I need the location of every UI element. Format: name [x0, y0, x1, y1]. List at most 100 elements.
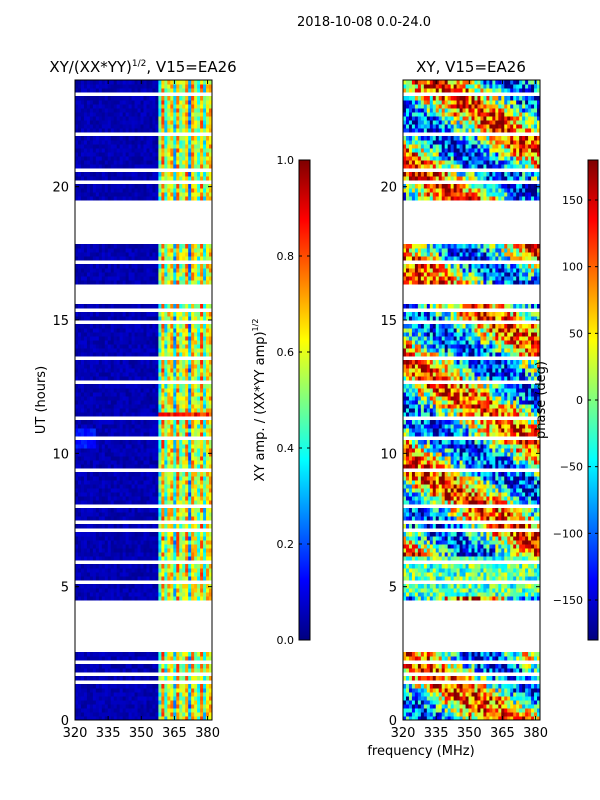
- left-heatmap-cell: [188, 588, 192, 593]
- left-heatmap-cell: [161, 484, 165, 489]
- left-heatmap-cell: [77, 668, 82, 673]
- left-heatmap-cell: [143, 588, 147, 593]
- left-heatmap-cell: [119, 508, 124, 513]
- left-heatmap-cell: [140, 160, 144, 165]
- left-heatmap-cell: [75, 440, 79, 445]
- left-heatmap-cell: [113, 476, 118, 481]
- left-heatmap-cell: [89, 540, 94, 545]
- left-heatmap-cell: [158, 552, 162, 557]
- left-heatmap-cell: [137, 472, 142, 477]
- left-heatmap-cell: [95, 388, 100, 393]
- left-heatmap-cell: [86, 564, 91, 569]
- left-heatmap-cell: [170, 704, 174, 709]
- left-heatmap-cell: [164, 420, 168, 425]
- left-heatmap-cell: [197, 584, 201, 589]
- left-heatmap-cell: [110, 248, 115, 253]
- left-heatmap-cell: [203, 484, 207, 489]
- left-heatmap-cell: [110, 712, 115, 717]
- left-heatmap-cell: [182, 704, 186, 709]
- left-heatmap-cell: [155, 392, 159, 397]
- left-heatmap-cell: [80, 164, 85, 169]
- left-heatmap-cell: [92, 140, 97, 145]
- left-heatmap-cell: [146, 552, 150, 557]
- left-heatmap-cell: [203, 440, 207, 445]
- left-heatmap-cell: [152, 276, 156, 281]
- left-heatmap-cell: [200, 460, 204, 465]
- left-heatmap-cell: [83, 420, 88, 425]
- left-heatmap-cell: [179, 492, 183, 497]
- left-heatmap-cell: [75, 404, 79, 409]
- left-heatmap-cell: [119, 448, 124, 453]
- left-heatmap-cell: [206, 444, 210, 449]
- left-heatmap-cell: [194, 140, 198, 145]
- left-heatmap-cell: [134, 124, 139, 129]
- left-heatmap-cell: [161, 144, 165, 149]
- left-heatmap-cell: [143, 96, 147, 101]
- left-heatmap-cell: [149, 508, 153, 513]
- left-heatmap-cell: [182, 472, 186, 477]
- left-heatmap-cell: [104, 472, 109, 477]
- left-heatmap-cell: [92, 508, 97, 513]
- left-heatmap-cell: [101, 668, 106, 673]
- left-heatmap-cell: [116, 104, 121, 109]
- left-heatmap-cell: [140, 140, 144, 145]
- left-heatmap-cell: [122, 472, 127, 477]
- left-heatmap-cell: [158, 508, 162, 513]
- left-heatmap-cell: [176, 368, 180, 373]
- left-heatmap-cell: [92, 448, 97, 453]
- left-heatmap-cell: [164, 176, 168, 181]
- left-heatmap-cell: [182, 328, 186, 333]
- left-heatmap-cell: [173, 340, 177, 345]
- left-heatmap-cell: [77, 568, 82, 573]
- left-heatmap-cell: [95, 572, 100, 577]
- left-heatmap-cell: [203, 352, 207, 357]
- left-heatmap-cell: [110, 704, 115, 709]
- left-heatmap-cell: [191, 692, 195, 697]
- left-heatmap-cell: [92, 500, 97, 505]
- left-heatmap-cell: [119, 324, 124, 329]
- left-heatmap-cell: [122, 584, 127, 589]
- left-heatmap-cell: [134, 696, 139, 701]
- left-heatmap-cell: [197, 396, 201, 401]
- left-heatmap-cell: [131, 264, 136, 269]
- left-heatmap-cell: [140, 516, 144, 521]
- left-heatmap-cell: [167, 448, 171, 453]
- left-heatmap-cell: [86, 140, 91, 145]
- left-heatmap-cell: [113, 464, 118, 469]
- left-heatmap-cell: [167, 700, 171, 705]
- left-heatmap-cell: [152, 460, 156, 465]
- left-heatmap-cell: [140, 536, 144, 541]
- left-heatmap-cell: [179, 376, 183, 381]
- left-heatmap-cell: [143, 684, 147, 689]
- left-heatmap-cell: [86, 360, 91, 365]
- left-heatmap-cell: [200, 444, 204, 449]
- left-heatmap-cell: [77, 384, 82, 389]
- left-heatmap-cell: [137, 588, 142, 593]
- left-heatmap-cell: [125, 452, 130, 457]
- left-heatmap-cell: [179, 668, 183, 673]
- left-heatmap-cell: [95, 196, 100, 201]
- left-heatmap-cell: [101, 368, 106, 373]
- left-heatmap-cell: [98, 700, 103, 705]
- left-heatmap-cell: [164, 312, 168, 317]
- left-heatmap-cell: [146, 264, 150, 269]
- left-heatmap-cell: [110, 148, 115, 153]
- left-heatmap-cell: [197, 400, 201, 405]
- left-heatmap-cell: [185, 248, 189, 253]
- left-heatmap-cell: [125, 344, 130, 349]
- left-heatmap-cell: [92, 676, 97, 681]
- left-heatmap-cell: [149, 576, 153, 581]
- left-heatmap-cell: [92, 128, 97, 133]
- left-heatmap-cell: [206, 492, 210, 497]
- left-heatmap-cell: [167, 176, 171, 181]
- left-heatmap-cell: [176, 352, 180, 357]
- left-heatmap-cell: [152, 492, 156, 497]
- left-heatmap-cell: [149, 656, 153, 661]
- left-heatmap-cell: [83, 88, 88, 93]
- left-heatmap-cell: [131, 340, 136, 345]
- left-heatmap-cell: [95, 656, 100, 661]
- left-heatmap-cell: [146, 492, 150, 497]
- left-heatmap-cell: [146, 668, 150, 673]
- left-heatmap-cell: [152, 576, 156, 581]
- left-heatmap-cell: [155, 652, 159, 657]
